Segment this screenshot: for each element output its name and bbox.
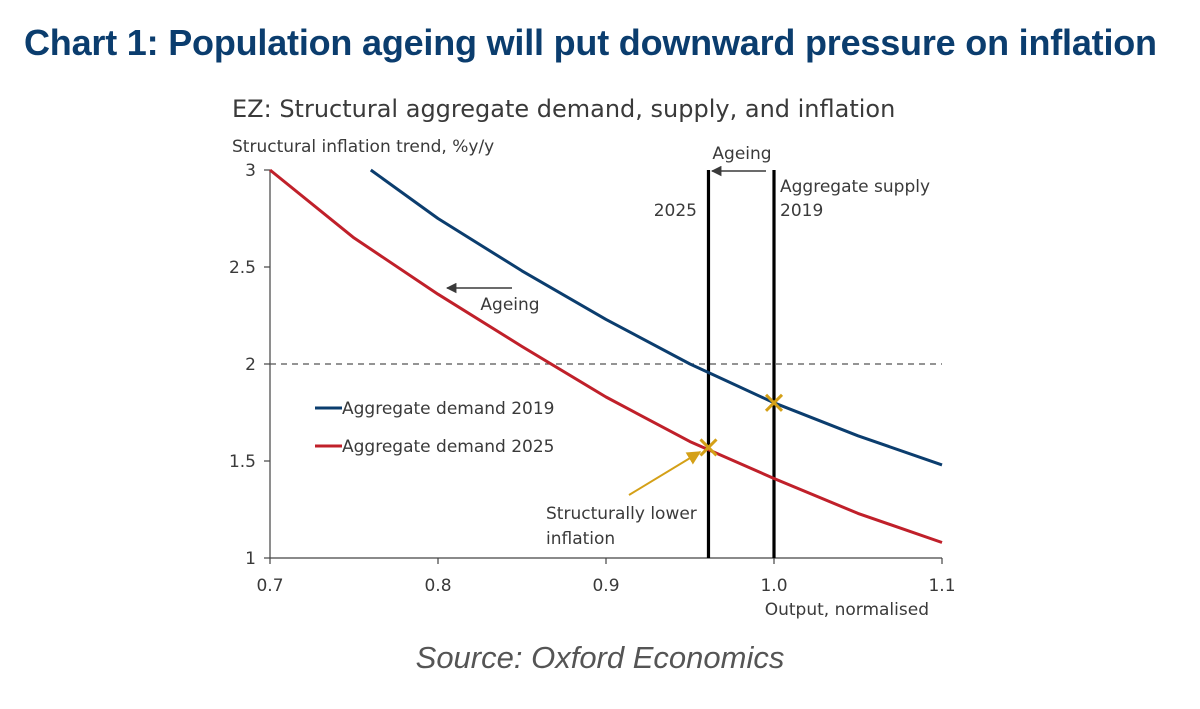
demand-2025-line <box>269 168 943 544</box>
equilibrium-marker-2019 <box>764 393 784 412</box>
axes: 1 1.5 2 2.5 3 0.7 0.8 0.9 1.0 1.1 <box>229 161 956 596</box>
marker-stroke <box>764 393 784 412</box>
x-tick-label: 0.9 <box>592 576 619 596</box>
equilibrium-marker-2025 <box>699 438 718 457</box>
lower-inflation-line2: inflation <box>546 529 615 549</box>
ageing-demand-label: Ageing <box>480 295 539 315</box>
y-tick-label: 1.5 <box>229 452 256 472</box>
markers <box>699 393 784 457</box>
y-tick-label: 2 <box>245 355 256 375</box>
marker-stroke <box>699 438 718 457</box>
x-tick-label: 1.1 <box>928 576 955 596</box>
x-tick-label: 1.0 <box>760 576 787 596</box>
legend-label-2025: Aggregate demand 2025 <box>342 437 554 457</box>
lower-inflation-line1: Structurally lower <box>546 504 697 524</box>
y-tick-label: 1 <box>245 549 256 569</box>
y-tick-label: 2.5 <box>229 258 256 278</box>
legend: Aggregate demand 2019 Aggregate demand 2… <box>315 399 554 457</box>
chart-subtitle: EZ: Structural aggregate demand, supply,… <box>232 95 895 123</box>
year-2025-label: 2025 <box>654 201 697 221</box>
series-lines <box>269 168 943 544</box>
legend-label-2019: Aggregate demand 2019 <box>342 399 554 419</box>
supply-label-line2: 2019 <box>780 201 823 221</box>
y-axis-label: Structural inflation trend, %y/y <box>232 137 494 157</box>
vertical-lines <box>706 170 776 558</box>
demand-2019-line <box>369 168 943 467</box>
lower-inflation-arrow <box>628 451 702 496</box>
supply-label-line1: Aggregate supply <box>780 177 930 197</box>
ageing-top-label: Ageing <box>712 144 771 164</box>
x-axis-label: Output, normalised <box>765 600 929 620</box>
chart-title: Chart 1: Population ageing will put down… <box>24 22 1157 63</box>
y-tick-label: 3 <box>245 161 256 181</box>
x-tick-label: 0.8 <box>424 576 451 596</box>
source-note: Source: Oxford Economics <box>415 640 785 675</box>
x-tick-label: 0.7 <box>256 576 283 596</box>
